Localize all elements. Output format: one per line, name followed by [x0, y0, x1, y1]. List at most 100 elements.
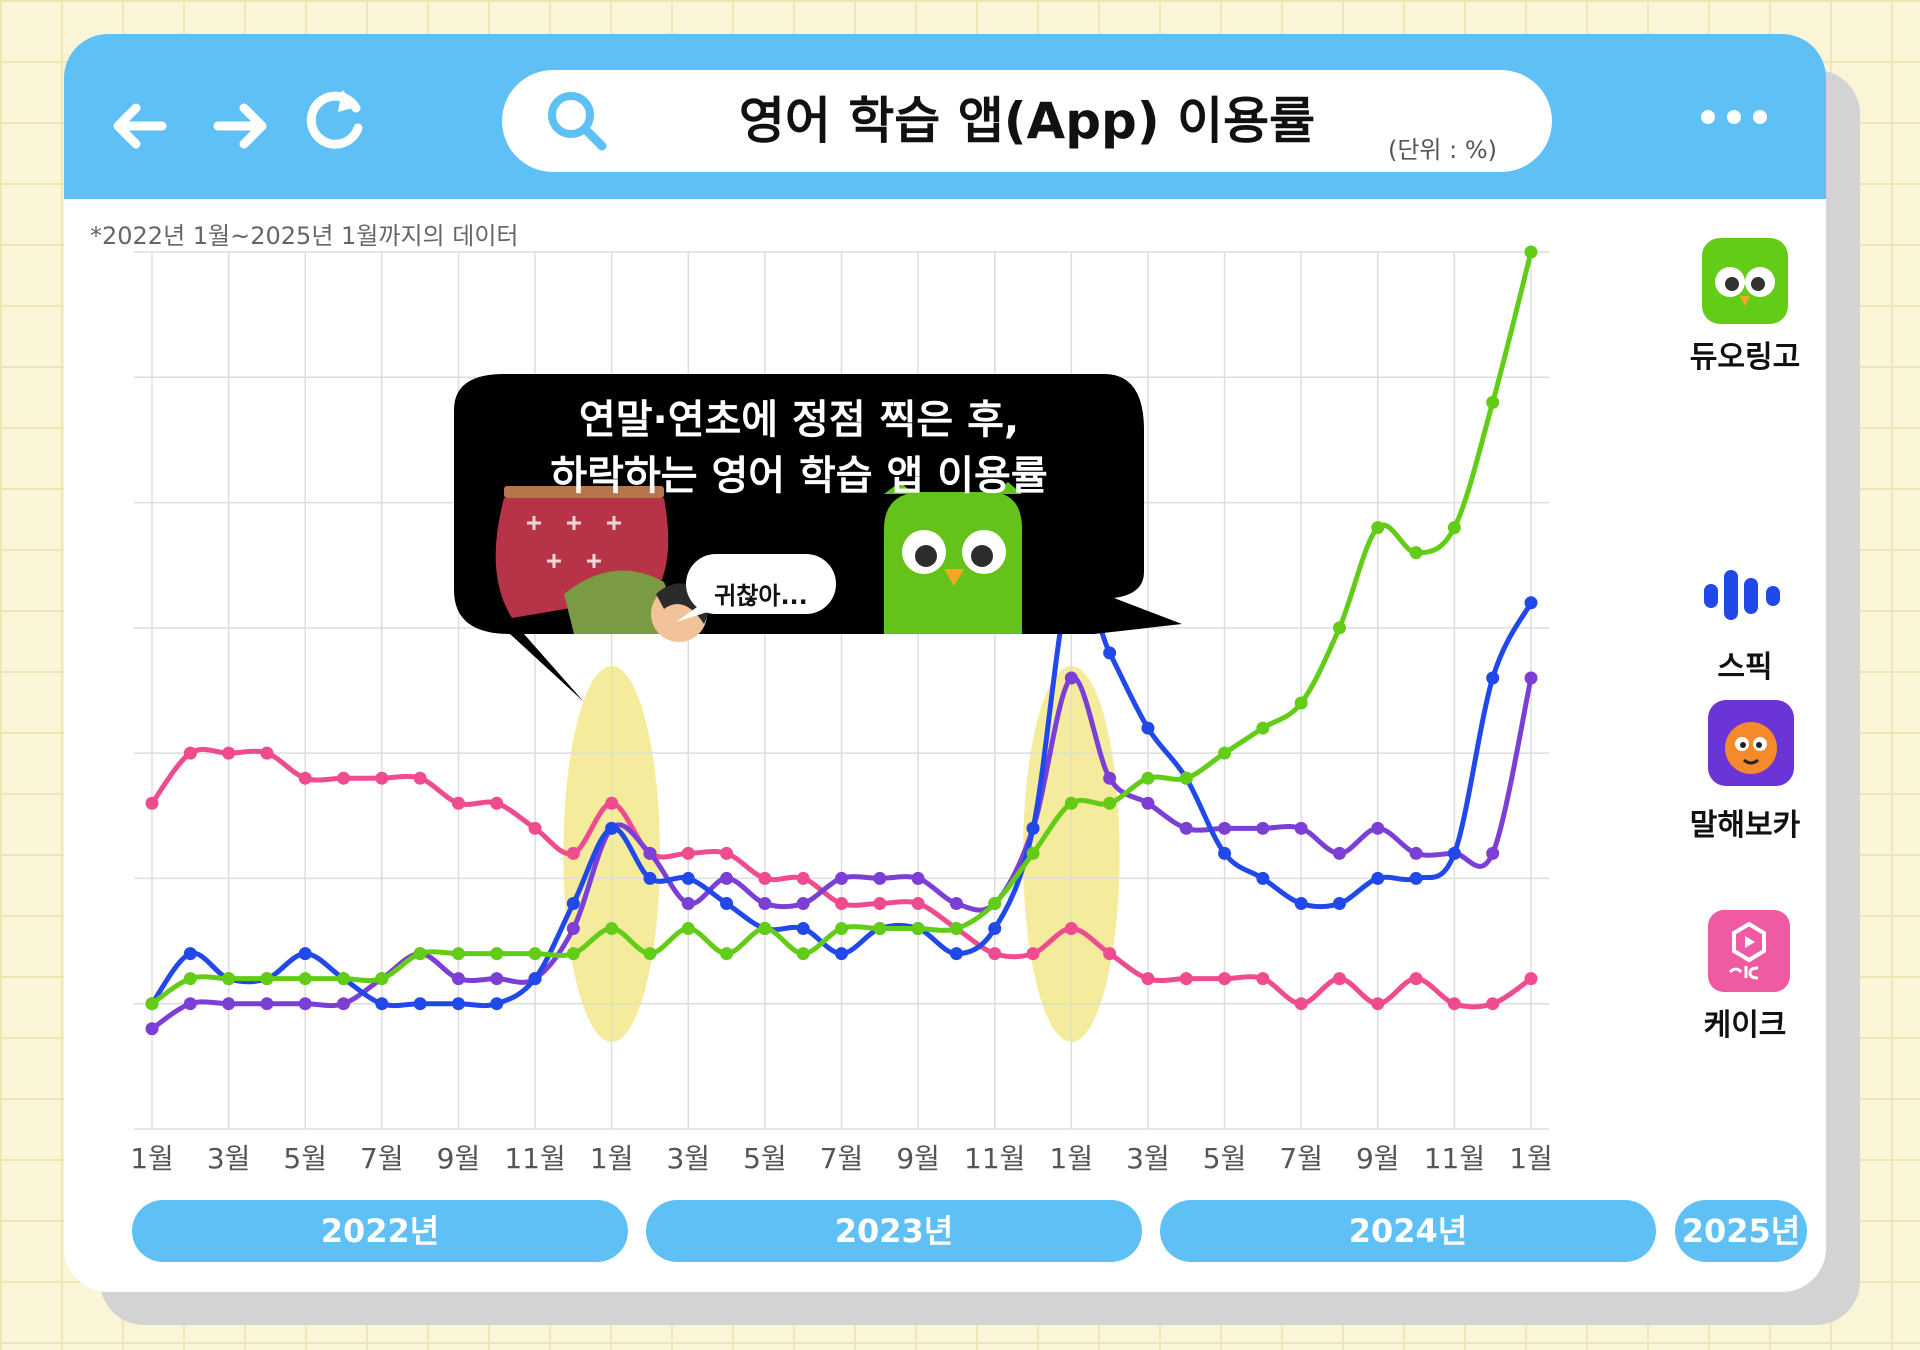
data-point-3-34 — [1447, 997, 1461, 1011]
data-point-1-6 — [375, 997, 389, 1011]
data-point-0-13 — [643, 947, 657, 961]
back-arrow-icon[interactable] — [102, 86, 182, 166]
data-point-1-34 — [1447, 846, 1461, 860]
more-menu-icon[interactable] — [1694, 102, 1774, 132]
data-point-0-28 — [1218, 746, 1232, 760]
data-point-2-36 — [1524, 671, 1538, 685]
data-point-0-35 — [1486, 395, 1500, 409]
x-tick-label: 9월 — [437, 1142, 481, 1175]
data-point-2-4 — [298, 997, 312, 1011]
app-label-malhaeboca: 말해보카 — [1689, 808, 1801, 843]
data-point-2-21 — [949, 896, 963, 910]
data-point-3-9 — [490, 796, 504, 810]
data-point-2-26 — [1141, 796, 1155, 810]
data-point-3-26 — [1141, 972, 1155, 986]
data-point-0-21 — [949, 922, 963, 936]
callout-line-1: 연말·연초에 정점 찍은 후, — [578, 397, 1020, 443]
data-point-2-25 — [1103, 771, 1117, 785]
data-point-2-35 — [1486, 846, 1500, 860]
data-point-0-31 — [1332, 621, 1346, 635]
data-point-1-4 — [298, 947, 312, 961]
data-point-1-17 — [796, 922, 810, 936]
data-point-1-7 — [413, 997, 427, 1011]
refresh-icon[interactable] — [298, 78, 378, 158]
data-point-1-23 — [1026, 821, 1040, 835]
data-point-0-15 — [720, 947, 734, 961]
data-point-0-5 — [337, 972, 351, 986]
data-point-2-3 — [260, 997, 274, 1011]
data-point-2-1 — [183, 997, 197, 1011]
data-point-3-36 — [1524, 972, 1538, 986]
data-point-1-12 — [605, 821, 619, 835]
x-tick-label: 1월 — [1509, 1142, 1553, 1175]
x-tick-label: 1월 — [1050, 1142, 1094, 1175]
data-point-2-19 — [873, 871, 887, 885]
data-point-3-2 — [222, 746, 236, 760]
data-point-3-16 — [758, 871, 772, 885]
year-pill-2023: 2023년 — [646, 1200, 1142, 1262]
data-point-0-25 — [1103, 796, 1117, 810]
data-point-2-16 — [758, 896, 772, 910]
browser-card: 영어 학습 앱(App) 이용률 (단위 : %) *2022년 1월~2025… — [64, 34, 1826, 1292]
data-point-1-9 — [490, 997, 504, 1011]
data-point-3-12 — [605, 796, 619, 810]
year-pill-2022: 2022년 — [132, 1200, 628, 1262]
data-point-0-26 — [1141, 771, 1155, 785]
data-point-3-31 — [1332, 972, 1346, 986]
data-point-1-31 — [1332, 896, 1346, 910]
cake-icon — [1708, 910, 1790, 992]
data-point-3-33 — [1409, 972, 1423, 986]
data-point-3-0 — [145, 796, 159, 810]
data-point-3-29 — [1256, 972, 1270, 986]
owl-illustration — [883, 482, 1023, 634]
callout-text: 연말·연초에 정점 찍은 후, 하락하는 영어 학습 앱 이용률 — [454, 392, 1144, 504]
data-point-3-6 — [375, 771, 389, 785]
data-point-2-33 — [1409, 846, 1423, 860]
data-point-2-13 — [643, 846, 657, 860]
data-point-1-18 — [835, 947, 848, 961]
data-point-3-10 — [528, 821, 542, 835]
data-point-1-35 — [1486, 671, 1500, 685]
data-point-0-18 — [835, 922, 848, 936]
data-point-3-11 — [566, 846, 580, 860]
x-tick-label: 3월 — [207, 1142, 251, 1175]
data-point-0-11 — [566, 947, 580, 961]
callout-line-2: 하락하는 영어 학습 앱 이용률 — [550, 453, 1048, 499]
app-label-speak: 스픽 — [1717, 650, 1773, 685]
data-point-0-24 — [1064, 796, 1078, 810]
forward-arrow-icon[interactable] — [200, 86, 280, 166]
data-point-2-24 — [1064, 671, 1078, 685]
data-point-3-30 — [1294, 997, 1308, 1011]
data-point-2-11 — [566, 922, 580, 936]
data-point-3-1 — [183, 746, 197, 760]
data-point-0-34 — [1447, 521, 1461, 535]
chart-title: 영어 학습 앱(App) 이용률 — [738, 92, 1316, 150]
data-point-2-0 — [145, 1022, 159, 1036]
year-pill-2025: 2025년 — [1675, 1200, 1807, 1262]
x-tick-label: 5월 — [283, 1142, 327, 1175]
data-point-1-21 — [949, 947, 963, 961]
x-tick-label: 3월 — [666, 1142, 710, 1175]
data-point-1-22 — [988, 922, 1002, 936]
data-point-3-24 — [1064, 922, 1078, 936]
data-point-0-22 — [988, 896, 1002, 910]
data-point-0-36 — [1524, 245, 1538, 259]
data-point-0-29 — [1256, 721, 1270, 735]
data-point-2-15 — [720, 871, 734, 885]
x-tick-label: 3월 — [1126, 1142, 1170, 1175]
data-point-1-10 — [528, 972, 542, 986]
data-point-2-9 — [490, 972, 504, 986]
data-point-1-28 — [1218, 846, 1232, 860]
x-tick-label: 1월 — [130, 1142, 174, 1175]
data-point-1-33 — [1409, 871, 1423, 885]
line-chart: 1월 3월 5월 7월 9월 11월 1월 3월 5월 7월 9월 11월 1월 3월 5월 7월 9월 11월 1… — [130, 245, 1553, 1175]
data-point-2-29 — [1256, 821, 1270, 835]
callout-speech-bubble — [454, 374, 1182, 702]
data-point-0-1 — [183, 972, 197, 986]
x-tick-label: 7월 — [1279, 1142, 1323, 1175]
browser-toolbar: 영어 학습 앱(App) 이용률 (단위 : %) — [64, 34, 1826, 199]
address-bar[interactable]: 영어 학습 앱(App) 이용률 (단위 : %) — [502, 70, 1552, 172]
data-point-1-1 — [183, 947, 197, 961]
data-point-0-27 — [1179, 771, 1193, 785]
data-point-0-2 — [222, 972, 236, 986]
